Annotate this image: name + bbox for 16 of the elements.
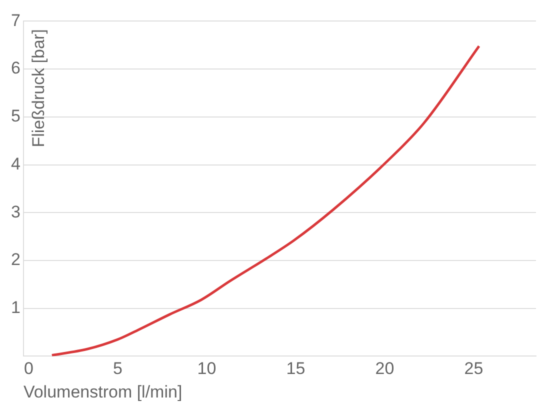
- y-tick-label: 3: [10, 202, 20, 222]
- x-tick-label: 15: [286, 359, 306, 378]
- x-tick-label: 5: [113, 359, 123, 378]
- y-tick-label: 6: [10, 58, 20, 78]
- x-axis-title: Volumenstrom [l/min]: [23, 382, 182, 402]
- x-tick-label: 10: [197, 359, 216, 378]
- x-tick-label: 25: [464, 359, 484, 378]
- y-tick-label: 1: [10, 298, 20, 318]
- line-series: [50, 44, 480, 356]
- y-tick-label: 7: [10, 10, 20, 30]
- x-tick-label: 20: [375, 359, 394, 378]
- y-axis-title: Fließdruck [bar]: [29, 29, 48, 148]
- y-tick-label: 4: [10, 154, 20, 174]
- y-tick-label: 2: [10, 250, 20, 270]
- y-tick-label: 5: [10, 106, 20, 126]
- x-tick-label: 0: [24, 359, 34, 378]
